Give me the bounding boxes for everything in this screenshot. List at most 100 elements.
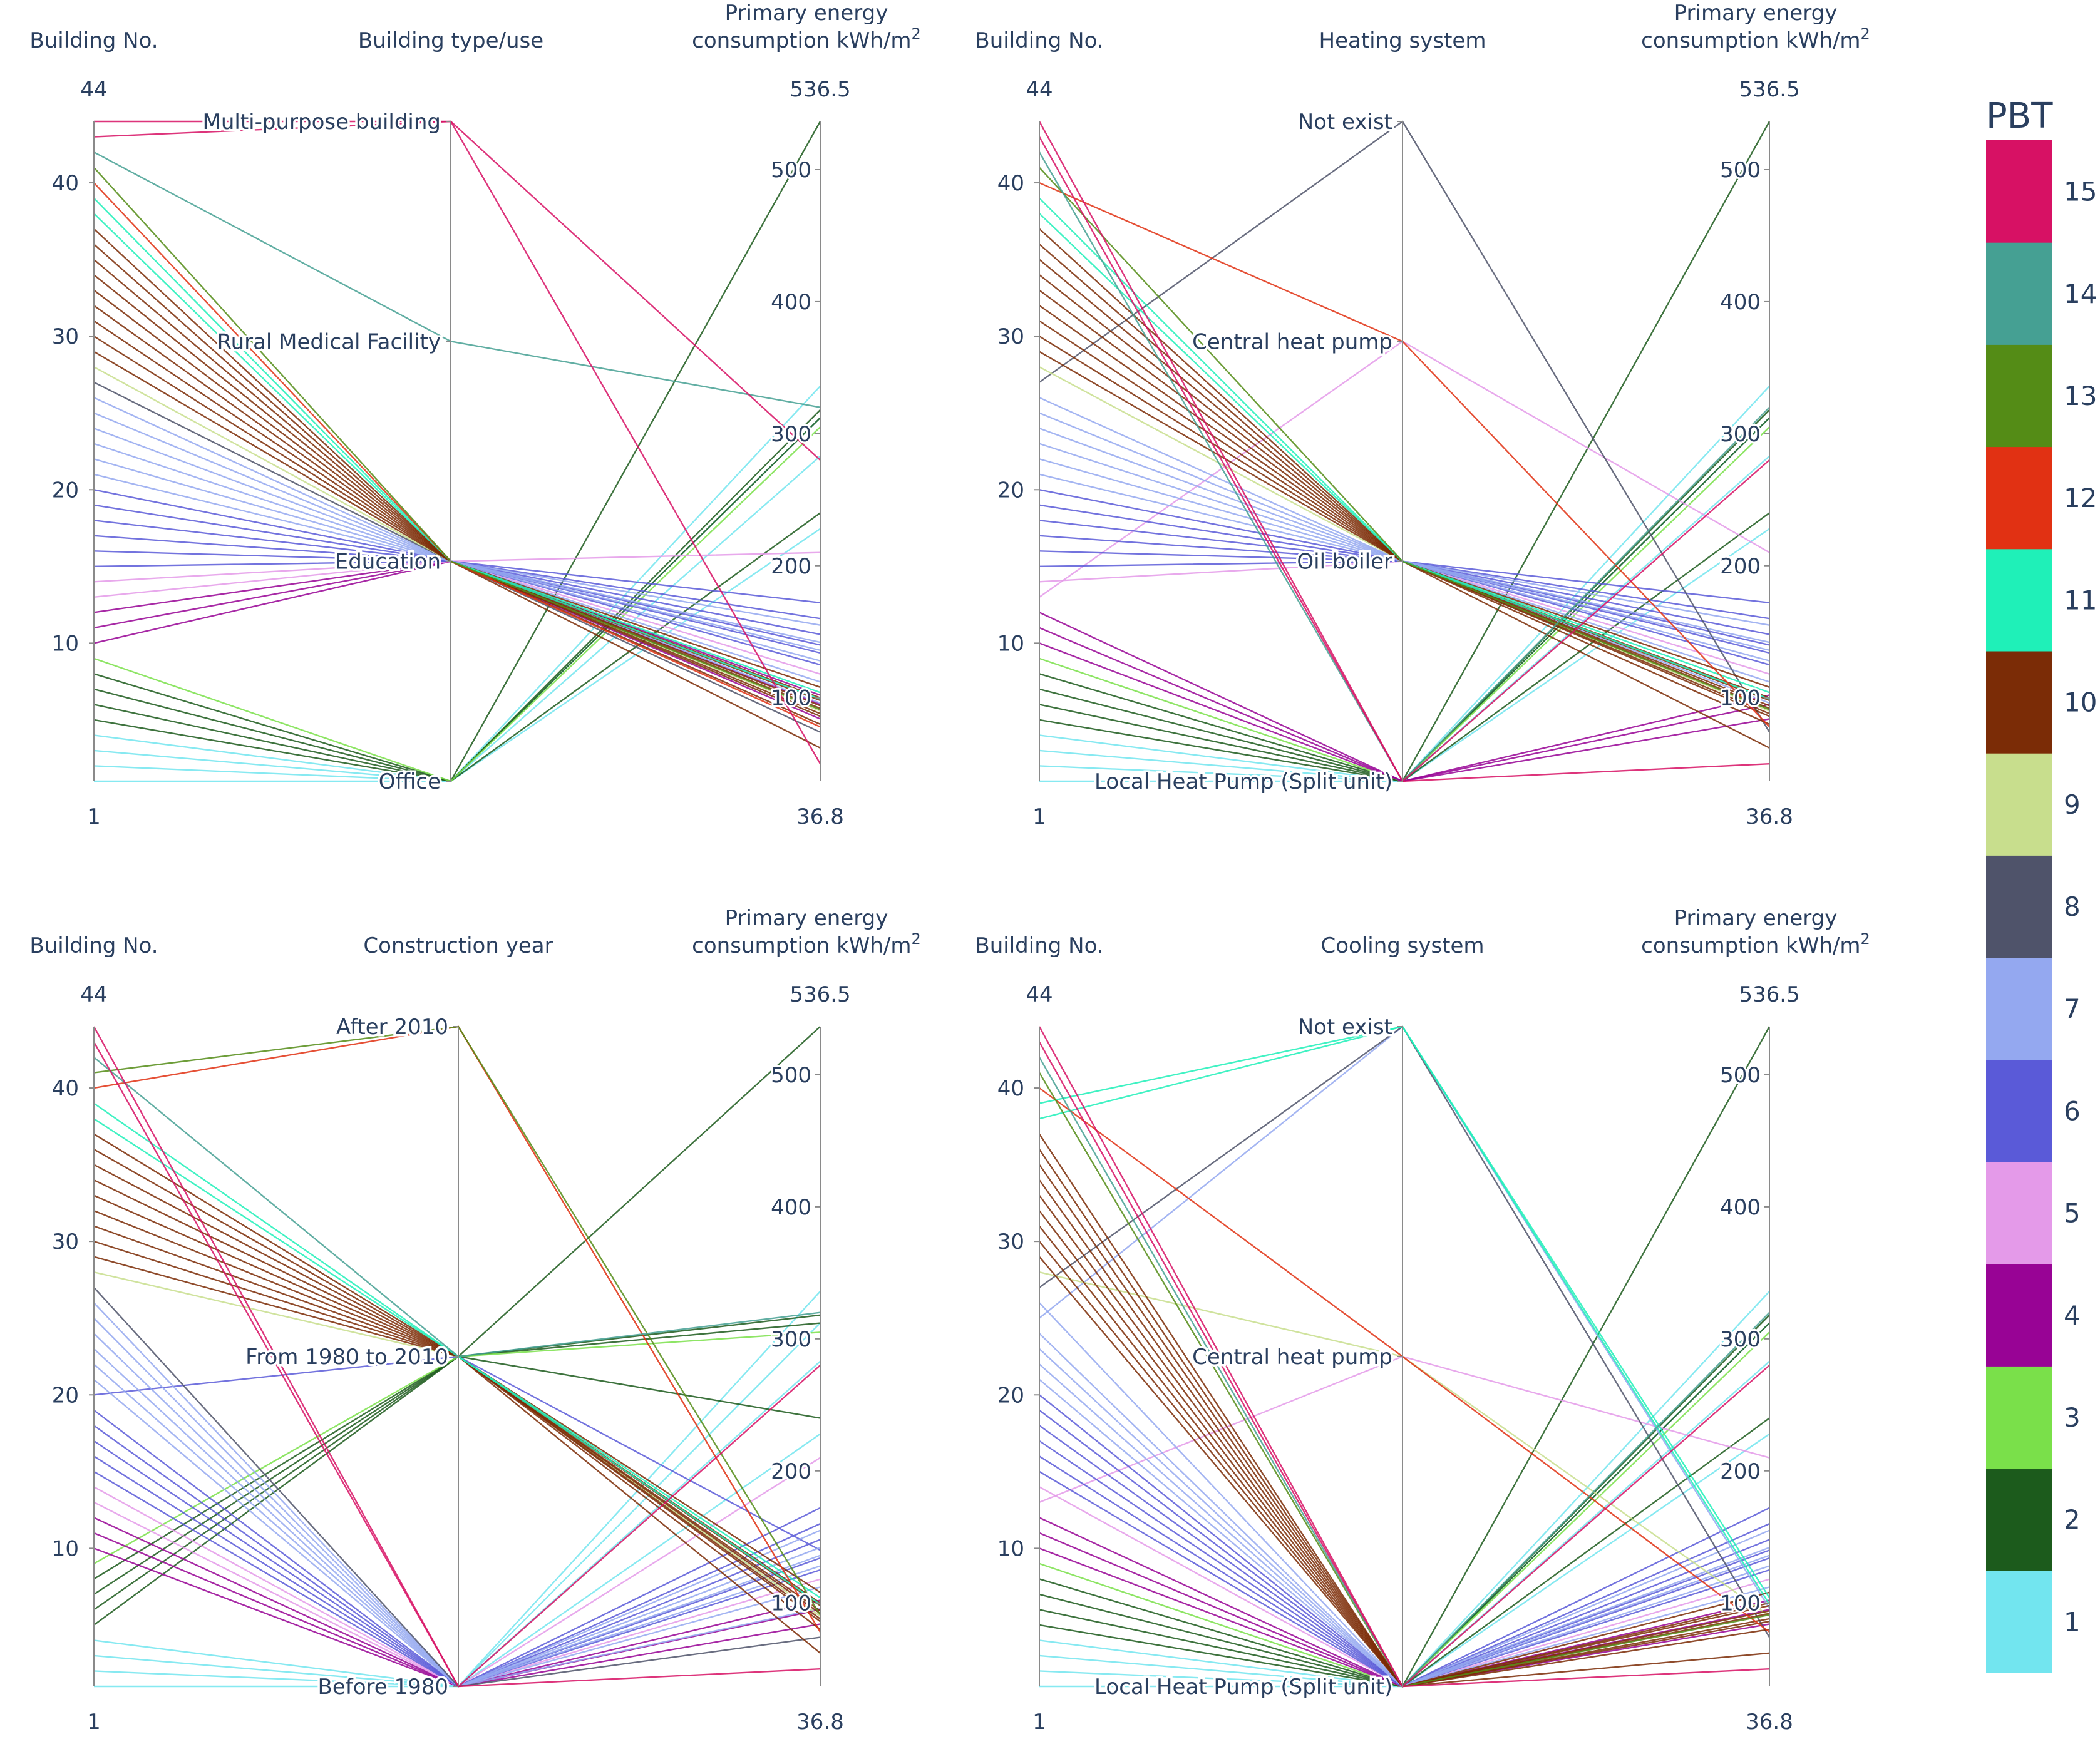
- axis-title-building-no: Building No.: [29, 28, 158, 53]
- tick-label-energy-500: 500: [771, 1063, 811, 1088]
- building-line-3: [93, 1291, 821, 1688]
- tick-label-energy-200: 200: [1720, 554, 1761, 579]
- tick-label-energy-200: 200: [771, 554, 811, 579]
- building-line-39: [93, 1102, 821, 1605]
- building-line-42: [93, 151, 821, 408]
- building-line-20: [93, 489, 821, 646]
- data-lines: [1038, 1025, 1771, 1688]
- data-lines: [1038, 120, 1771, 782]
- colorbar-segment-15: [1986, 140, 2052, 243]
- building-line-44: [1038, 121, 1770, 782]
- tick-label-building-40: 40: [52, 171, 79, 196]
- range-min-building: 1: [1032, 1710, 1046, 1735]
- building-line-19: [93, 1409, 821, 1688]
- colorbar-title: PBT: [1986, 96, 2053, 136]
- colorbar-tick-1: 1: [2064, 1606, 2081, 1637]
- building-line-22: [93, 458, 821, 683]
- building-line-41: [93, 167, 821, 710]
- range-min-energy: 36.8: [1746, 804, 1793, 829]
- range-max-energy: 536.5: [1739, 982, 1799, 1007]
- building-line-33: [1039, 289, 1770, 707]
- panel-4: Building No. Cooling system Primary energy…: [975, 906, 1870, 1735]
- colorbar-segment-2: [1986, 1468, 2052, 1571]
- axis-title-category: Cooling system: [1320, 933, 1484, 958]
- axis-title-building-no: Building No.: [975, 933, 1103, 958]
- colorbar-tick-3: 3: [2064, 1402, 2081, 1433]
- building-line-42: [1038, 1057, 1770, 1688]
- building-line-13: [1039, 340, 1770, 598]
- category-label-1: Local Heat Pump (Split unit): [1094, 1675, 1392, 1700]
- building-line-32: [93, 1210, 821, 1623]
- category-label-2: Central heat pump: [1192, 1345, 1392, 1370]
- category-label-3: Central heat pump: [1192, 329, 1392, 354]
- tick-label-energy-400: 400: [1720, 1195, 1761, 1220]
- category-label-3: Rural Medical Facility: [217, 329, 441, 354]
- category-label-1: Local Heat Pump (Split unit): [1094, 769, 1392, 794]
- tick-label-building-30: 30: [997, 324, 1024, 349]
- colorbar-tick-7: 7: [2064, 993, 2081, 1024]
- building-line-21: [1039, 473, 1770, 644]
- colorbar-tick-10: 10: [2064, 687, 2097, 718]
- building-line-33: [93, 1194, 821, 1612]
- tick-label-energy-100: 100: [1720, 686, 1761, 711]
- tick-label-building-20: 20: [52, 1383, 79, 1408]
- building-line-26: [1039, 1302, 1770, 1688]
- building-line-11: [1039, 627, 1770, 782]
- building-line-31: [93, 1225, 821, 1606]
- colorbar-segment-7: [1986, 957, 2052, 1060]
- colorbar-segment-14: [1986, 242, 2052, 345]
- colorbar-tick-12: 12: [2064, 483, 2097, 513]
- building-line-42: [1038, 151, 1770, 782]
- building-line-14: [93, 1486, 821, 1688]
- tick-label-energy-300: 300: [1720, 422, 1761, 447]
- colorbar-tick-15: 15: [2064, 177, 2097, 207]
- building-line-27: [93, 381, 821, 733]
- axis-title-energy-line2: consumption kWh/m2: [1641, 25, 1870, 53]
- building-line-16: [1039, 1455, 1770, 1688]
- colorbar-segment-5: [1986, 1162, 2052, 1264]
- tick-label-building-40: 40: [52, 1076, 79, 1101]
- colorbar-tick-13: 13: [2064, 381, 2097, 411]
- axis-title-energy-line1: Primary energy: [1674, 906, 1838, 931]
- panel-3: Building No. Construction year Primary ene…: [29, 906, 920, 1735]
- building-line-2: [93, 417, 821, 782]
- tick-label-energy-500: 500: [771, 158, 811, 183]
- axis-title-category: Building type/use: [358, 28, 543, 53]
- building-line-12: [93, 560, 821, 696]
- range-max-building: 44: [80, 77, 107, 102]
- tick-label-energy-500: 500: [1720, 158, 1761, 183]
- range-max-energy: 536.5: [790, 77, 850, 102]
- building-line-8: [93, 409, 821, 782]
- colorbar-segment-3: [1986, 1366, 2052, 1469]
- building-line-18: [1039, 1425, 1770, 1688]
- colorbar-tick-11: 11: [2064, 585, 2097, 615]
- range-max-building: 44: [1026, 77, 1053, 102]
- range-max-energy: 536.5: [790, 982, 850, 1007]
- building-line-3: [93, 386, 821, 782]
- tick-label-building-10: 10: [997, 1536, 1024, 1561]
- building-line-21: [93, 1378, 821, 1688]
- colorbar-segment-4: [1986, 1264, 2052, 1367]
- building-line-16: [93, 550, 821, 604]
- data-lines: [93, 120, 821, 782]
- colorbar-segment-8: [1986, 855, 2052, 958]
- range-min-building: 1: [87, 804, 101, 829]
- building-line-13: [1039, 1355, 1770, 1503]
- building-line-43: [93, 120, 821, 461]
- axis-title-building-no: Building No.: [29, 933, 158, 958]
- axis-title-energy-line2: consumption kWh/m2: [692, 930, 921, 958]
- panel-1: Building No. Building type/use Primary ene…: [29, 1, 920, 829]
- category-label-3: After 2010: [336, 1015, 448, 1040]
- colorbar-segment-12: [1986, 446, 2052, 550]
- category-label-1: Before 1980: [318, 1675, 449, 1700]
- building-line-24: [1039, 428, 1770, 651]
- range-min-energy: 36.8: [796, 804, 844, 829]
- range-min-building: 1: [87, 1710, 101, 1735]
- building-line-7: [93, 1355, 821, 1595]
- building-line-12: [1039, 612, 1770, 782]
- tick-label-building-30: 30: [997, 1229, 1024, 1254]
- building-line-40: [93, 182, 821, 728]
- category-label-4: Not exist: [1298, 110, 1392, 135]
- building-line-20: [1039, 489, 1770, 646]
- building-line-30: [1039, 1241, 1770, 1688]
